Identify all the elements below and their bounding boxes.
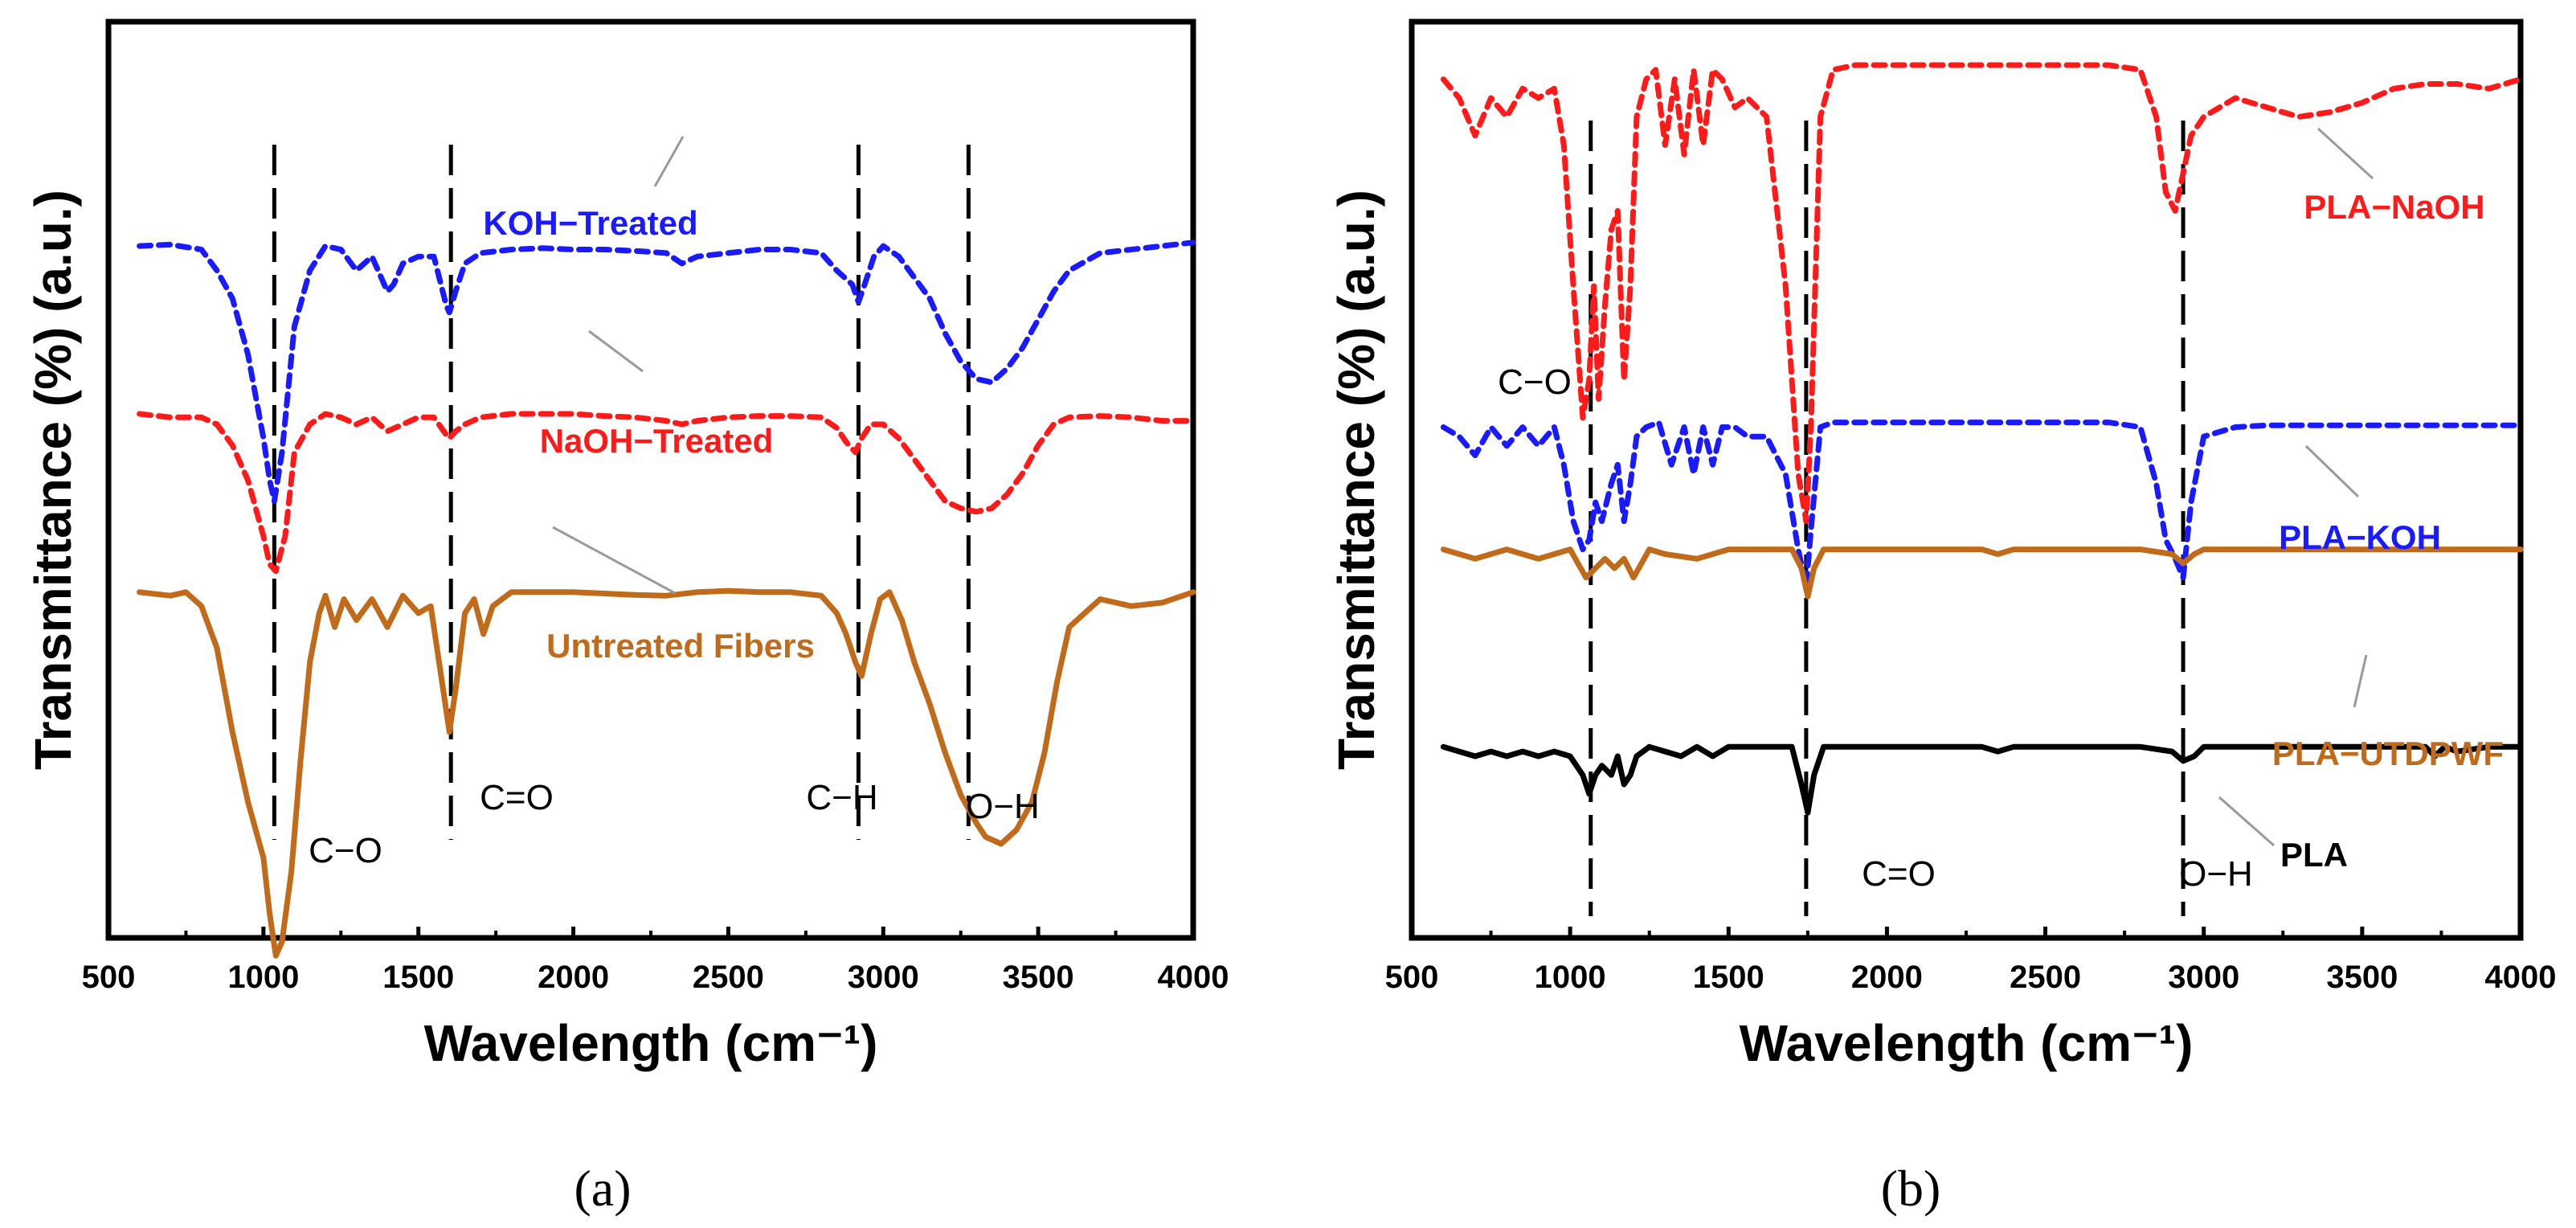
panel-b-x-tick-label-4000: 4000 [2485,960,2557,995]
panel-a-caption: (a) [574,1160,631,1217]
panel-b-leader-naoh [2316,127,2374,180]
panel-a-x-tick-label-1000: 1000 [227,960,299,995]
panel-a-x-ticks: 500 1000 1500 2000 2500 3000 3500 4000 [82,927,1229,995]
panel-a-series-naoh-treated [137,411,1196,575]
panel-a-peak-label-ch: C−H [806,778,877,817]
panel-b-leader-utdpwf [2353,654,2368,708]
panel-a-y-axis-title: Transmittance (%) (a.u.) [24,190,82,770]
panel-b-x-tick-label-2000: 2000 [1851,960,1923,995]
panel-b-x-tick-label-1000: 1000 [1535,960,1606,995]
panel-b-series [1440,62,2524,816]
panel-b-series-pla-naoh [1440,62,2524,524]
panel-b-y-axis-title: Transmittance (%) (a.u.) [1327,190,1385,770]
panel-a-leader-koh [653,136,685,187]
panel-b-series-pla [1440,743,2524,816]
panel-b-x-ticks: 500 1000 1500 2000 2500 3000 3500 4000 [1385,927,2557,995]
panel-a-series-koh-treated [137,239,1196,505]
panel-a-leader-naoh [588,330,644,373]
panel-b: 500 1000 1500 2000 2500 3000 3500 4000 PLA−NaOH… [1327,18,2557,1217]
panel-a-leader-untreated [552,526,676,595]
panel-b-x-tick-label-3000: 3000 [2168,960,2239,995]
panel-b-series-label-koh: PLA−KOH [2279,518,2441,556]
panel-a-x-tick-label-4000: 4000 [1158,960,1229,995]
panel-b-series-label-naoh: PLA−NaOH [2304,188,2484,226]
panel-a-x-tick-label-1500: 1500 [382,960,454,995]
panel-b-series-pla-utdpwf [1440,546,2524,600]
panel-b-leader-koh [2304,444,2360,498]
panel-a-series [137,239,1196,959]
panel-b-series-label-pla: PLA [2280,836,2348,874]
panel-b-peak-label-oh: O−H [2179,854,2253,894]
panel-a-x-tick-label-3000: 3000 [848,960,919,995]
panel-a-peak-label-c-double-o: C=O [480,778,554,817]
panel-b-x-axis-title: Wavelength (cm⁻¹) [1740,1014,2194,1072]
panel-a-series-untreated-fibers [137,587,1196,959]
panel-b-x-tick-label-500: 500 [1385,960,1439,995]
panel-a-x-tick-label-3500: 3500 [1003,960,1074,995]
panel-a-peak-label-co: C−O [309,831,382,870]
panel-a-x-tick-label-2000: 2000 [538,960,609,995]
panel-a-peak-label-oh: O−H [966,787,1040,826]
panel-b-series-label-utdpwf: PLA−UTDPWF [2272,735,2504,772]
panel-a: 500 1000 1500 2000 2500 3000 3500 4000 KOH−Trea… [24,18,1229,1217]
panel-a-x-tick-label-500: 500 [82,960,136,995]
panel-b-frame [1409,18,2524,941]
panel-b-peak-label-c-double-o: C=O [1862,854,1936,894]
panel-b-series-pla-koh [1440,420,2524,590]
panel-b-leader-pla [2218,796,2275,847]
panel-b-x-tick-label-3500: 3500 [2326,960,2398,995]
panel-a-x-axis-title: Wavelength (cm⁻¹) [424,1014,878,1072]
panel-a-x-tick-label-2500: 2500 [693,960,764,995]
panel-a-series-label-koh: KOH−Treated [483,204,697,242]
panel-b-x-tick-label-1500: 1500 [1693,960,1764,995]
panel-b-caption: (b) [1881,1160,1941,1217]
panel-a-series-label-naoh: NaOH−Treated [540,422,774,460]
panel-b-x-tick-label-2500: 2500 [2010,960,2081,995]
panel-a-series-label-untreated: Untreated Fibers [546,627,815,665]
panel-b-peak-label-co: C−O [1498,362,1572,402]
